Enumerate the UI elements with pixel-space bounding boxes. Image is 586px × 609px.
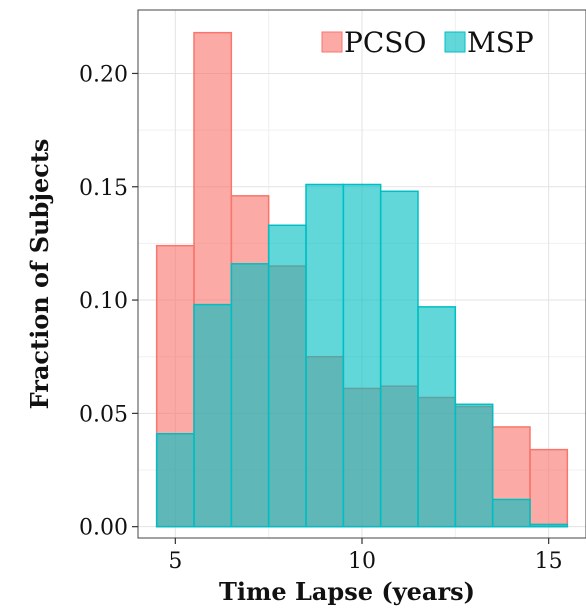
legend-label-msp: MSP — [467, 26, 534, 59]
bar-msp-11 — [379, 190, 419, 528]
bar-msp-13 — [454, 403, 494, 528]
x-tick-label: 10 — [348, 549, 376, 574]
bar-msp-10 — [342, 183, 382, 528]
legend-key-msp — [444, 31, 466, 53]
x-tick-label: 5 — [168, 549, 182, 574]
bars — [155, 31, 569, 528]
bar-msp-7 — [230, 263, 270, 528]
legend-key-pcso — [321, 31, 343, 53]
bar-msp-5 — [155, 433, 195, 528]
bar-msp-14 — [491, 498, 531, 528]
y-tick-label: 0.00 — [79, 516, 128, 541]
bar-msp-12 — [417, 306, 457, 528]
bar-msp-9 — [305, 183, 345, 528]
bar-pcso-15 — [529, 448, 569, 528]
y-tick-label: 0.20 — [79, 62, 128, 87]
axis-ticks: 0.00 0.05 0.10 0.15 0.20 5 10 15 — [79, 62, 563, 574]
y-tick-label: 0.05 — [79, 402, 128, 427]
legend: PCSO MSP — [321, 26, 534, 59]
y-tick-label: 0.15 — [79, 176, 128, 201]
bar-msp-15 — [529, 523, 569, 528]
bar-msp-8 — [267, 224, 307, 528]
bar-msp-6 — [193, 303, 233, 528]
y-axis-title: Fraction of Subjects — [25, 139, 54, 410]
x-axis-title: Time Lapse (years) — [219, 577, 475, 606]
y-tick-label: 0.10 — [79, 289, 128, 314]
legend-label-pcso: PCSO — [344, 26, 426, 59]
x-tick-label: 15 — [535, 549, 563, 574]
